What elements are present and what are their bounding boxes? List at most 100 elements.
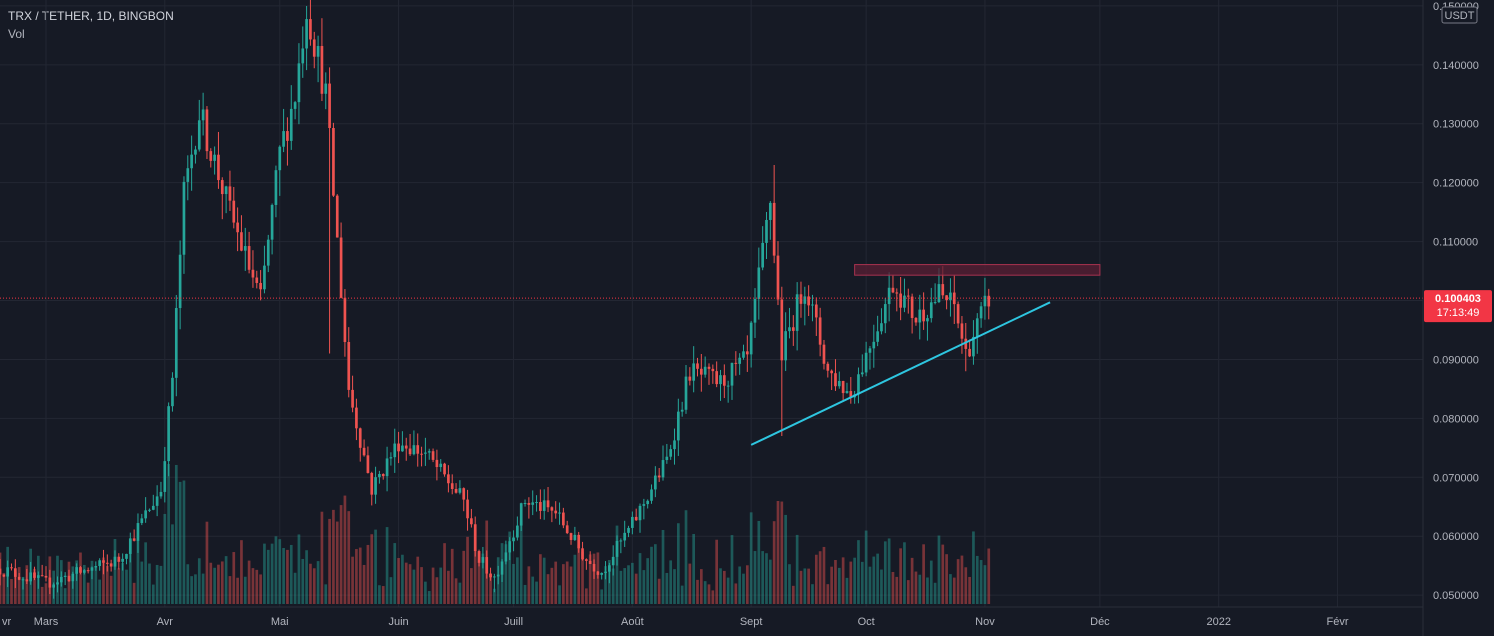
volume-bar bbox=[964, 567, 968, 604]
volume-bar bbox=[857, 540, 860, 604]
candle bbox=[2, 574, 6, 578]
candle bbox=[420, 446, 423, 467]
candle bbox=[36, 571, 40, 589]
candle bbox=[945, 295, 948, 310]
candle bbox=[845, 382, 849, 394]
price-tick-label: 0.050000 bbox=[1433, 590, 1479, 602]
resistance-zone[interactable] bbox=[854, 264, 1101, 276]
candle bbox=[44, 566, 48, 582]
candle bbox=[730, 362, 734, 400]
volume-bar bbox=[952, 577, 956, 604]
volume-bar bbox=[726, 577, 730, 604]
candle bbox=[79, 566, 82, 575]
candle bbox=[680, 401, 684, 417]
volume-bar bbox=[585, 588, 588, 604]
volume-bar bbox=[121, 562, 124, 604]
volume-bar bbox=[251, 568, 255, 604]
candle bbox=[109, 559, 113, 572]
candle bbox=[807, 285, 810, 317]
volume-bar bbox=[489, 573, 492, 604]
candle bbox=[117, 553, 121, 570]
candle bbox=[615, 535, 619, 566]
price-tick-label: 0.110000 bbox=[1433, 237, 1478, 249]
volume-bar bbox=[895, 576, 899, 604]
volume-bar bbox=[17, 567, 21, 604]
candle bbox=[853, 390, 856, 404]
candle bbox=[749, 320, 753, 368]
volume-bar bbox=[144, 542, 147, 604]
volume-bar bbox=[780, 501, 784, 604]
volume-bar bbox=[197, 558, 201, 604]
candle bbox=[435, 449, 439, 481]
currency-badge-box[interactable] bbox=[1441, 6, 1478, 24]
volume-bar bbox=[416, 556, 420, 604]
symbol-title[interactable]: TRX / TETHER, 1D, BINGBON bbox=[8, 9, 174, 23]
volume-bar bbox=[864, 530, 868, 604]
candle bbox=[282, 108, 285, 153]
volume-bar bbox=[722, 570, 726, 604]
candle bbox=[814, 297, 818, 336]
candle bbox=[868, 346, 872, 370]
time-axis: vr Mars Avr Mai Juin Juill Août Sept Oct Nov Déc 20… bbox=[2, 616, 1349, 628]
volume-bar bbox=[941, 544, 945, 604]
candle bbox=[604, 561, 607, 580]
volume-bar bbox=[240, 540, 243, 604]
candle bbox=[462, 487, 466, 512]
volume-bar bbox=[791, 585, 795, 604]
volume-bar bbox=[876, 553, 879, 604]
volume-bar bbox=[266, 549, 270, 604]
volume-bar bbox=[201, 573, 205, 604]
candle bbox=[121, 553, 124, 571]
candle bbox=[638, 503, 642, 533]
candle bbox=[443, 462, 446, 477]
volume-bar bbox=[650, 546, 653, 604]
volume-bar bbox=[151, 584, 155, 604]
candle bbox=[358, 427, 362, 462]
candle bbox=[194, 145, 197, 164]
candle bbox=[355, 398, 358, 441]
candle bbox=[699, 353, 703, 392]
candle bbox=[86, 567, 90, 574]
candle bbox=[328, 67, 331, 354]
candle bbox=[837, 371, 841, 389]
volume-bar bbox=[699, 569, 703, 604]
volume-bar bbox=[366, 544, 370, 604]
candle bbox=[178, 240, 182, 330]
candle bbox=[734, 351, 738, 376]
last-price-label-box bbox=[1424, 290, 1492, 323]
volume-bar bbox=[220, 561, 224, 604]
volume-bar bbox=[983, 565, 987, 604]
volume-bar bbox=[274, 536, 278, 604]
volume-bar bbox=[305, 550, 308, 604]
candle bbox=[914, 317, 918, 326]
ascending-trendline[interactable] bbox=[750, 301, 1051, 446]
volume-bar bbox=[569, 566, 573, 604]
candle bbox=[531, 490, 535, 516]
volume-bar bbox=[753, 551, 757, 604]
candle bbox=[370, 471, 374, 506]
volume-bar bbox=[734, 583, 738, 604]
candle bbox=[539, 489, 542, 520]
candle bbox=[596, 570, 600, 579]
volume-bar bbox=[883, 541, 887, 604]
candle bbox=[17, 573, 21, 581]
volume-indicator-label[interactable]: Vol bbox=[8, 27, 25, 41]
volume-bar bbox=[523, 584, 527, 604]
candle bbox=[818, 307, 822, 357]
volume-bar bbox=[420, 567, 423, 604]
volume-bar bbox=[826, 584, 830, 604]
candle bbox=[171, 372, 174, 412]
candle bbox=[324, 72, 328, 110]
volume-bar bbox=[849, 561, 853, 604]
volume-bar bbox=[140, 561, 144, 604]
volume-bar bbox=[627, 565, 630, 604]
volume-bar bbox=[631, 562, 634, 604]
volume-bar bbox=[972, 531, 975, 604]
volume-bar bbox=[450, 548, 454, 604]
volume-bar bbox=[228, 576, 232, 604]
volume-bar bbox=[2, 572, 6, 604]
candle bbox=[201, 92, 205, 136]
price-tick-label: 0.080000 bbox=[1433, 413, 1479, 425]
candle bbox=[952, 275, 956, 324]
